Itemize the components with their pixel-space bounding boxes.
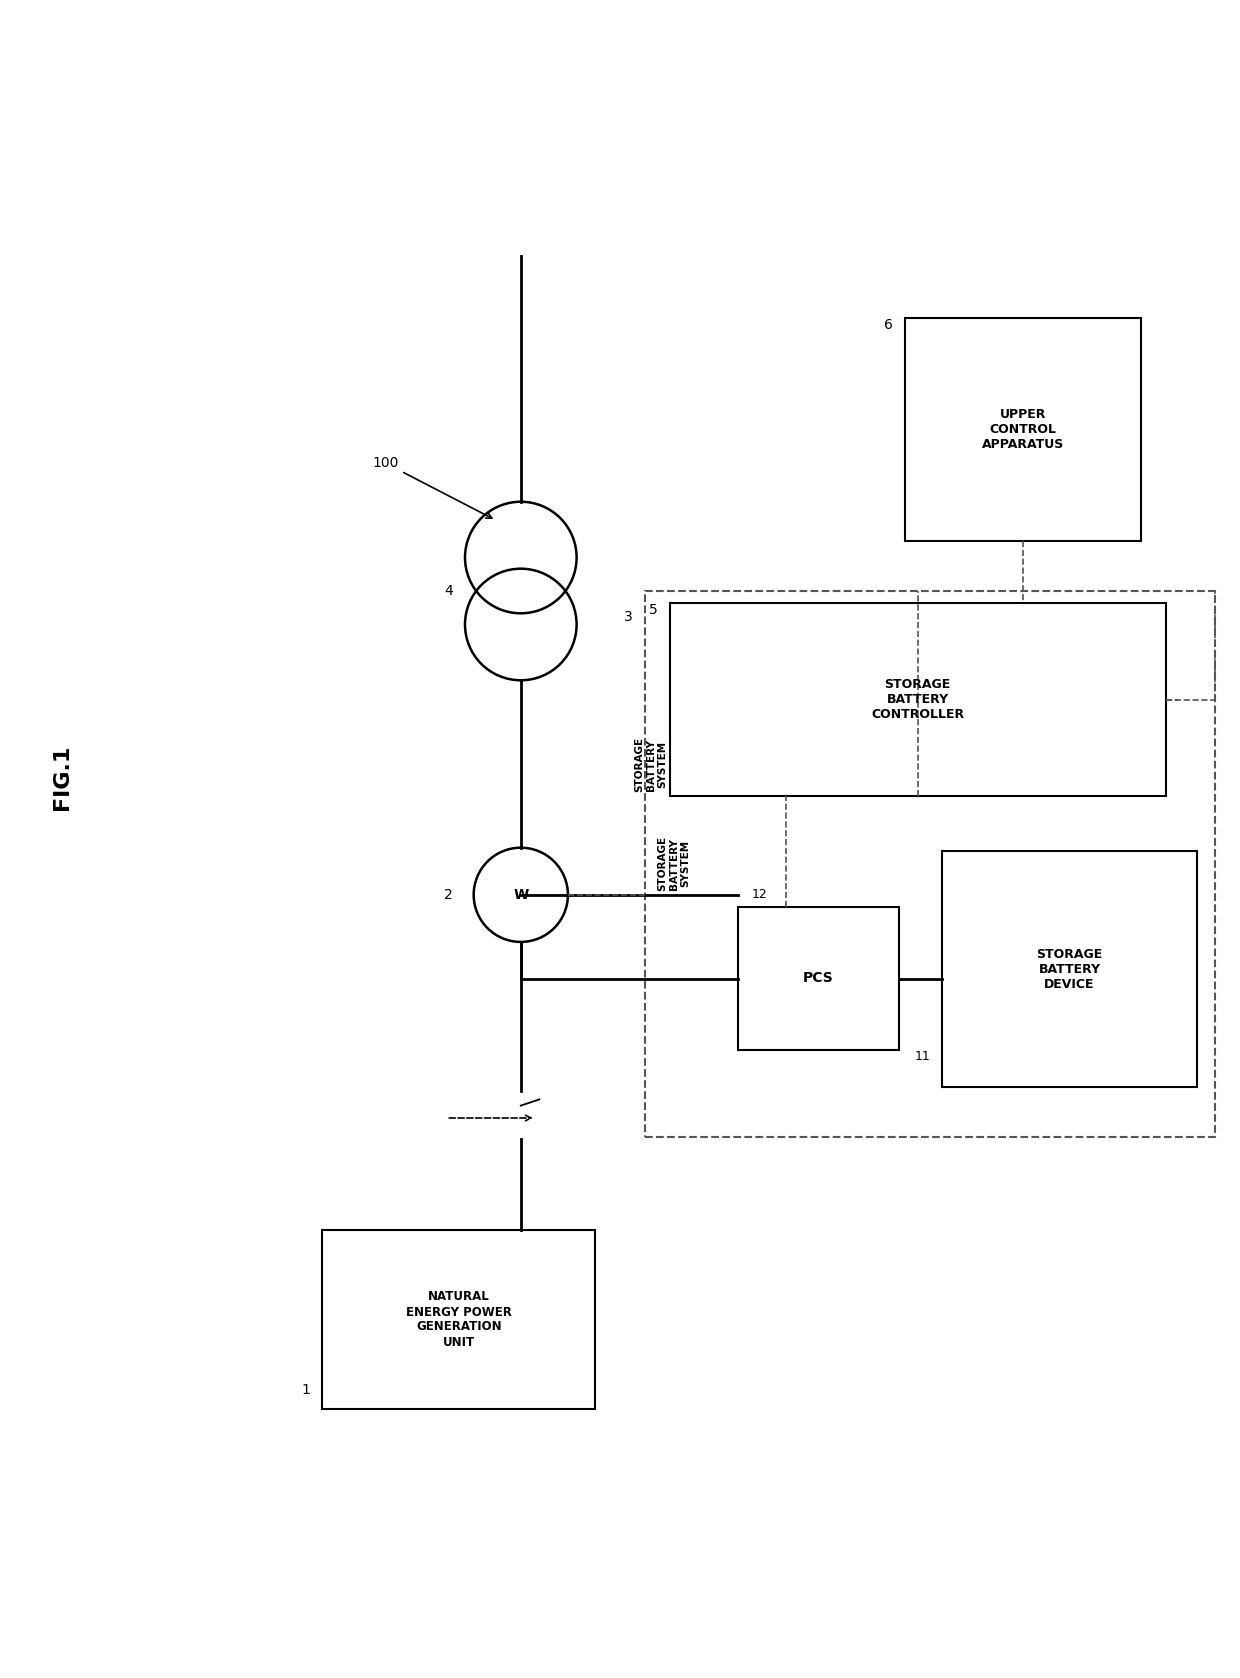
- Text: 100: 100: [372, 456, 492, 519]
- Text: 12: 12: [751, 888, 768, 901]
- Circle shape: [506, 1109, 536, 1139]
- Text: STORAGE
BATTERY
CONTROLLER: STORAGE BATTERY CONTROLLER: [870, 678, 965, 722]
- Text: PCS: PCS: [804, 972, 833, 985]
- Text: W: W: [513, 888, 528, 901]
- Text: 1: 1: [301, 1383, 310, 1398]
- FancyBboxPatch shape: [670, 604, 1166, 795]
- Text: STORAGE
BATTERY
DEVICE: STORAGE BATTERY DEVICE: [1037, 948, 1102, 990]
- Text: FIG.1: FIG.1: [52, 745, 72, 810]
- Circle shape: [506, 1091, 536, 1121]
- Text: 3: 3: [624, 609, 632, 624]
- Text: 4: 4: [444, 584, 453, 597]
- FancyBboxPatch shape: [322, 1230, 595, 1410]
- Text: STORAGE
BATTERY
SYSTEM: STORAGE BATTERY SYSTEM: [657, 836, 691, 891]
- Text: 6: 6: [884, 319, 893, 332]
- Text: 11: 11: [914, 1049, 930, 1062]
- Text: UPPER
CONTROL
APPARATUS: UPPER CONTROL APPARATUS: [982, 408, 1064, 451]
- Text: NATURAL
ENERGY POWER
GENERATION
UNIT: NATURAL ENERGY POWER GENERATION UNIT: [405, 1290, 512, 1349]
- Text: 2: 2: [444, 888, 453, 901]
- FancyBboxPatch shape: [738, 908, 899, 1050]
- FancyBboxPatch shape: [905, 319, 1141, 542]
- Text: STORAGE
BATTERY
SYSTEM: STORAGE BATTERY SYSTEM: [635, 737, 667, 792]
- Text: 5: 5: [649, 604, 657, 618]
- FancyBboxPatch shape: [942, 851, 1197, 1087]
